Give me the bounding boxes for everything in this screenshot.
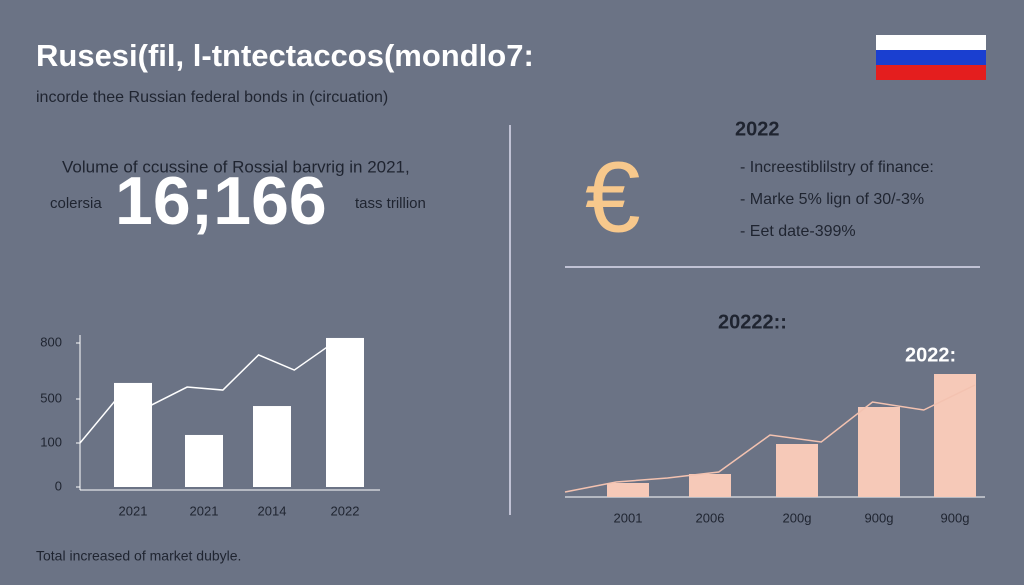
x-tick-label: 200g xyxy=(783,510,812,525)
bullet: - Increestiblilstry of finance: xyxy=(740,159,934,176)
x-tick-label: 2022 xyxy=(331,503,360,518)
title: Rusesi(fil, l-tntectaccos(mondlo7: xyxy=(36,38,534,73)
x-tick-label: 900g xyxy=(941,510,970,525)
bar xyxy=(776,444,818,497)
flag xyxy=(876,35,986,80)
x-tick-label: 2001 xyxy=(614,510,643,525)
bar xyxy=(934,374,976,497)
bullet: - Marke 5% lign of 30/-3% xyxy=(740,191,924,208)
bullet: - Eet date-399% xyxy=(740,223,856,240)
stat-left: colersia xyxy=(50,195,102,212)
y-tick-label: 500 xyxy=(40,390,62,405)
x-tick-label: 2021 xyxy=(119,503,148,518)
bar xyxy=(114,382,152,487)
bar xyxy=(253,406,291,487)
x-tick-label: 900g xyxy=(865,510,894,525)
bar xyxy=(326,337,364,487)
x-tick-label: 2021 xyxy=(190,503,219,518)
trend-line xyxy=(79,344,331,444)
x-tick-label: 2014 xyxy=(258,503,287,518)
bar xyxy=(607,483,649,497)
x-tick-label: 2006 xyxy=(696,510,725,525)
footer: Total increased of market dubyle. xyxy=(36,548,241,564)
bar xyxy=(858,407,900,497)
bar xyxy=(185,434,223,487)
subtitle: incorde thee Russian federal bonds in (c… xyxy=(36,89,388,106)
currency-symbol: € xyxy=(585,141,641,253)
stat-number: 16;166 xyxy=(115,163,327,239)
stat-unit: tass trillion xyxy=(355,195,426,212)
panel-year: 2022 xyxy=(735,118,780,140)
y-tick-label: 100 xyxy=(40,434,62,449)
chart-label: 2022: xyxy=(905,344,956,366)
trend-line xyxy=(564,384,976,493)
chart-label: 20222:: xyxy=(718,311,787,333)
y-tick-label: 0 xyxy=(55,478,62,493)
stat-caption: Volume of ccussine of Rossial barvrig in… xyxy=(62,157,410,176)
y-tick-label: 800 xyxy=(40,334,62,349)
flag-stripe xyxy=(876,50,986,65)
flag-stripe xyxy=(876,35,986,50)
bar xyxy=(689,474,731,497)
flag-stripe xyxy=(876,65,986,80)
